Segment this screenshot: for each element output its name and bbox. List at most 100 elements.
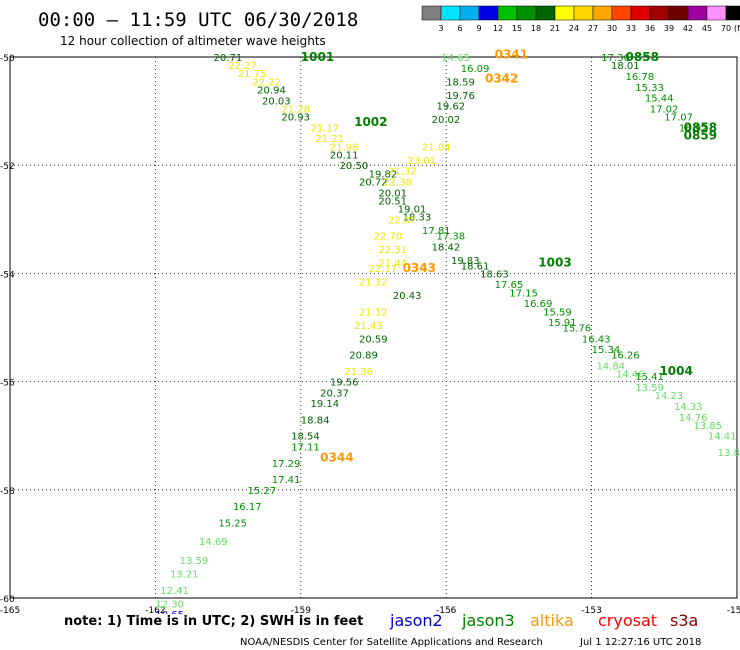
- swh-value-jason3: 17.41: [272, 475, 301, 486]
- swh-value-jason3: 15.34: [592, 345, 621, 356]
- colorbar-level: 70: [721, 24, 731, 33]
- swh-value-altika: 22.27: [228, 61, 257, 72]
- colorbar-level: 24: [569, 24, 579, 33]
- swh-value-altika: 22.70: [374, 232, 403, 243]
- swh-value-altika: 21.44: [378, 259, 407, 270]
- colorbar-level: 6: [457, 24, 462, 33]
- colorbar-swatch: [630, 5, 651, 21]
- swh-value-altika: 21.36: [344, 367, 373, 378]
- swh-value-jason3: 19.76: [446, 91, 475, 102]
- colorbar-swatch: [611, 5, 632, 21]
- y-tick-label: -54: [0, 270, 15, 280]
- swh-value-jason3: 15.41: [635, 372, 664, 383]
- swh-value-altika: 21.04: [422, 142, 451, 153]
- colorbar-swatch: [459, 5, 480, 21]
- swh-value-altika: 22.31: [378, 245, 407, 256]
- swh-value-altika: 21.28: [281, 104, 310, 115]
- pass-time-label: 1002: [354, 115, 387, 129]
- colorbar-level: 39: [664, 24, 674, 33]
- colorbar-level: 15: [512, 24, 522, 33]
- swh-value-jason3: 16.26: [611, 351, 640, 362]
- swh-value-jason3: 18.54: [291, 432, 320, 443]
- swh-value-jason3: 20.50: [340, 161, 369, 172]
- swh-value-jason3: 20.93: [281, 113, 310, 124]
- colorbar-level: 30: [607, 24, 617, 33]
- swh-value-jason3: 19.14: [310, 399, 339, 410]
- legend-cryosat: cryosat: [598, 611, 657, 630]
- swh-value-altika: 22.22: [252, 77, 281, 88]
- swh-value-jason3: 15.44: [645, 94, 674, 105]
- swh-value-jason3: 16.09: [461, 64, 490, 75]
- swh-value-jason3: 16.17: [233, 502, 262, 513]
- pass-time-label: 0342: [485, 72, 518, 86]
- swh-value-jason3: 15.59: [543, 307, 572, 318]
- colorbar-level: 12: [493, 24, 503, 33]
- colorbar-level: 3: [438, 24, 443, 33]
- colorbar-swatch: [535, 5, 556, 21]
- swh-value-jason3: 17.07: [664, 113, 693, 124]
- swh-value-jason3: 20.37: [320, 388, 349, 399]
- swh-value-altika: 22.17: [369, 264, 398, 275]
- swh-value-jason3: 17.29: [272, 459, 301, 470]
- plot-area: -165 -162 -159 -156 -153 -150 -50 -52 -54 -56 -58 -…: [0, 47, 740, 621]
- swh-value-jason3: 20.03: [262, 96, 291, 107]
- colorbar-level: 42: [683, 24, 693, 33]
- swh-value-jason3: 18.33: [403, 213, 432, 224]
- swh-value-altika: 21.12: [359, 278, 388, 289]
- pass-time-label: 1003: [538, 256, 571, 270]
- swh-value-jason3: 17.11: [291, 443, 320, 454]
- swh-value-s3a: 14.23: [655, 391, 684, 402]
- swh-value-jason3: 20.59: [359, 334, 388, 345]
- swh-value-jason3: 19.56: [330, 378, 359, 389]
- colorbar-level: 36: [645, 24, 655, 33]
- swh-value-s3a: 13.59: [180, 556, 209, 567]
- legend-altika: altika: [530, 611, 574, 630]
- swh-value-jason2: 10.65: [155, 610, 184, 621]
- swh-value-s3a: 13.59: [635, 383, 664, 394]
- pass-time-label: 0858: [684, 120, 717, 134]
- pass-time-label: 0859: [684, 128, 717, 142]
- swh-value-jason3: 17.36: [601, 53, 630, 64]
- swh-value-jason3: 19.62: [437, 102, 466, 113]
- swh-value-jason3: 20.51: [378, 196, 407, 207]
- swh-value-jason3: 16.43: [582, 334, 611, 345]
- y-tick-label: -60: [0, 595, 15, 605]
- swh-value-jason3: 20.72: [359, 177, 388, 188]
- chart-subtitle: 12 hour collection of altimeter wave hei…: [60, 34, 326, 48]
- pass-time-label: 0858: [626, 50, 659, 64]
- swh-value-jason3: 20.02: [432, 115, 461, 126]
- swh-value-s3a: 13.21: [170, 570, 199, 581]
- swh-value-jason3: 17.38: [437, 232, 466, 243]
- swh-value-jason3: 18.59: [446, 77, 475, 88]
- swh-value-altika: 21.12: [359, 307, 388, 318]
- legend-s3a: s3a: [670, 611, 698, 630]
- x-tick-label: -165: [0, 606, 20, 616]
- swh-value-jason3: 17.65: [495, 280, 524, 291]
- y-tick-label: -58: [0, 487, 15, 497]
- swh-value-altika: 21.75: [238, 69, 267, 80]
- swh-value-jason3: 18.01: [611, 61, 640, 72]
- colorbar-swatch: [592, 5, 613, 21]
- swh-value-s3a: 13.88: [718, 448, 740, 459]
- swh-value-jason3: 19.01: [398, 204, 427, 215]
- x-tick-label: -156: [436, 606, 457, 616]
- swh-value-jason3: 20.89: [349, 351, 378, 362]
- swh-value-jason3: 17.15: [509, 288, 538, 299]
- swh-value-jason3: 15.27: [247, 486, 276, 497]
- x-tick-label: -150: [727, 606, 740, 616]
- legend-jason3: jason3: [461, 611, 515, 630]
- y-tick-label: -52: [0, 162, 15, 172]
- swh-value-jason3: 16.69: [524, 299, 553, 310]
- swh-value-s3a: 14.41: [708, 432, 737, 443]
- footnote: note: 1) Time is in UTC; 2) SWH is in fe…: [64, 614, 363, 629]
- swh-value-altika: 21.21: [315, 134, 344, 145]
- swh-value-jason3: 15.91: [548, 318, 577, 329]
- swh-value-s3a: 14.84: [596, 361, 625, 372]
- x-tick-label: -162: [145, 606, 165, 616]
- colorbar-level: 21: [550, 24, 560, 33]
- swh-value-altika: 21.98: [330, 142, 359, 153]
- y-tick-label: -50: [0, 54, 15, 64]
